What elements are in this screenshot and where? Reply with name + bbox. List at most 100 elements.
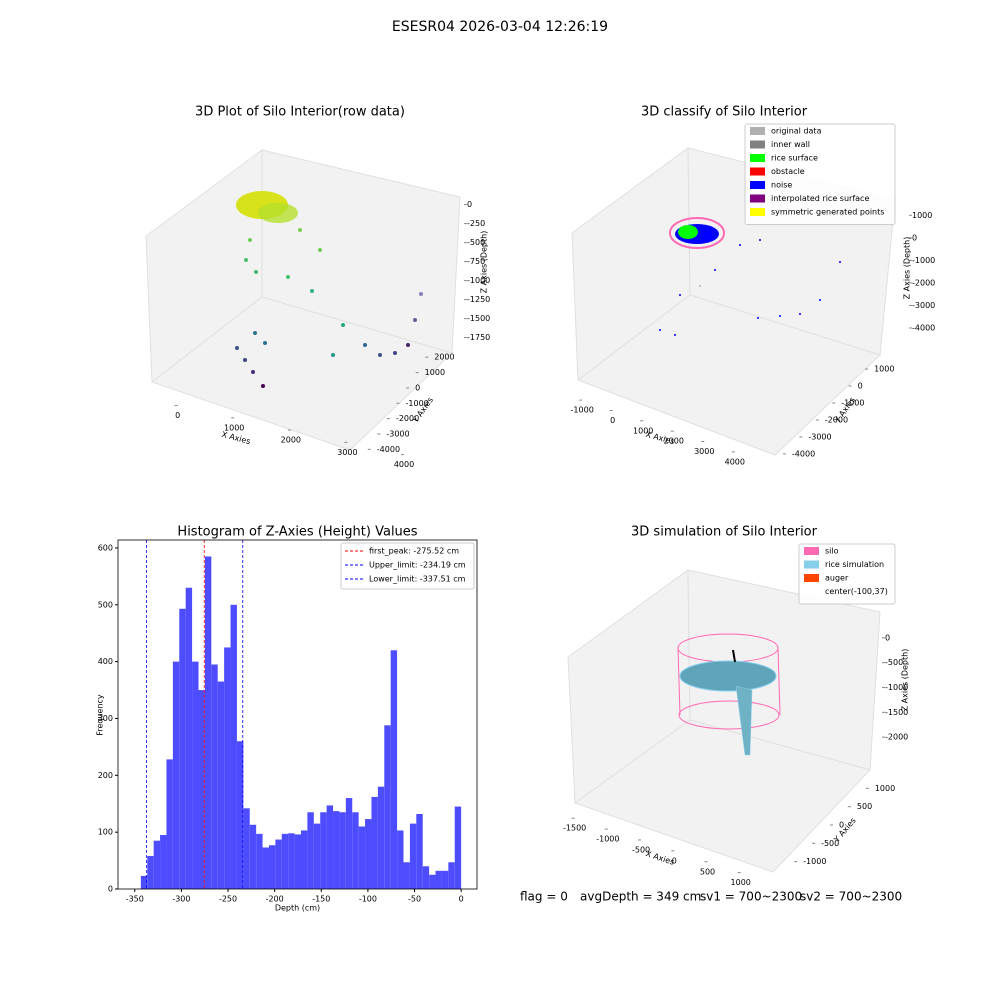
- y-tick-label: 0: [108, 885, 113, 894]
- z-tick-label: 1000: [912, 211, 932, 220]
- bar: [390, 650, 398, 889]
- bar: [204, 556, 212, 889]
- x-tick-label: 500: [700, 867, 715, 876]
- footer-sv2: sv2 = 700~2300: [800, 890, 902, 904]
- bar: [185, 587, 193, 889]
- x-tick-label: 4000: [394, 460, 414, 469]
- y-tick-label: 200: [98, 771, 113, 780]
- legend-box: [744, 123, 896, 225]
- z-tick-label: -1750: [467, 333, 490, 342]
- legend-swatch: [750, 181, 765, 189]
- bar: [403, 862, 410, 889]
- y-tick-label: -2000: [825, 415, 848, 424]
- bar: [448, 862, 455, 889]
- y-tick-label: -4000: [377, 445, 400, 454]
- legend-swatch: [804, 574, 819, 582]
- bar: [230, 604, 237, 889]
- y-tick-label: 0: [415, 383, 420, 392]
- z-tick-label: -750: [467, 257, 485, 266]
- bar: [198, 690, 205, 889]
- bar: [288, 833, 295, 889]
- z-tick-label: -1000: [467, 276, 490, 285]
- bar: [153, 840, 161, 889]
- bar: [352, 812, 359, 889]
- z-tick-label: -250: [467, 219, 485, 228]
- x-tick-label: 0: [672, 856, 677, 865]
- x-tick-label: 4000: [725, 457, 745, 466]
- bar: [236, 741, 244, 889]
- bar: [179, 608, 186, 889]
- z-tick-label: -4000: [912, 323, 935, 332]
- bar: [140, 875, 148, 889]
- bar: [313, 823, 321, 889]
- legend-label: rice simulation: [825, 560, 884, 569]
- bar: [160, 835, 167, 889]
- z-tick-label: 0: [467, 200, 472, 209]
- z-tick-label: -500: [885, 658, 903, 667]
- x-tick-label: -300: [172, 895, 190, 904]
- y-tick-label: -1000: [841, 399, 864, 408]
- legend-swatch: [750, 140, 765, 149]
- chart-title: 3D Plot of Silo Interior(row data): [195, 105, 405, 120]
- y-tick-label: 1000: [874, 365, 894, 374]
- bar: [249, 824, 257, 889]
- bar: [371, 796, 378, 889]
- y-tick-label: 400: [98, 657, 113, 666]
- bar: [409, 823, 417, 889]
- x-tick-label: 1000: [633, 426, 653, 435]
- legend-label: noise: [771, 181, 792, 190]
- y-tick-label: 500: [98, 600, 113, 609]
- panes-4: [567, 569, 881, 873]
- legend-label: rice surface: [771, 154, 818, 163]
- bar: [397, 830, 404, 889]
- x-tick-label: -1000: [571, 406, 594, 415]
- x-tick-label: 2000: [664, 437, 684, 446]
- x-tick-label: 1000: [731, 878, 751, 887]
- silo-surface: [677, 633, 781, 756]
- bar: [454, 806, 462, 889]
- y-tick-label: 500: [857, 802, 872, 811]
- bar: [217, 681, 225, 889]
- x-tick-label: -350: [126, 895, 144, 904]
- legend-swatch: [750, 167, 765, 176]
- z-tick-label: -1250: [467, 295, 490, 304]
- y-tick-label: -2000: [396, 414, 419, 423]
- z-axis-label: Z Axies (Depth): [903, 237, 912, 300]
- bar: [422, 866, 430, 889]
- z-tick-label: -2000: [885, 733, 908, 742]
- bar: [416, 813, 423, 889]
- x-tick-label: 3000: [337, 448, 357, 457]
- x-tick-label: -1000: [596, 835, 619, 844]
- y-tick-label: 600: [98, 543, 113, 552]
- bar: [224, 647, 231, 889]
- x-tick-label: -50: [408, 895, 421, 904]
- z-tick-label: -1500: [467, 314, 490, 323]
- z-tick-label: -500: [467, 238, 485, 247]
- legend-swatch: [750, 194, 765, 203]
- x-tick-label: -1500: [563, 824, 586, 833]
- figure-title: ESESR04 2026-03-04 12:26:19: [392, 19, 608, 35]
- plot-frame: [117, 539, 478, 890]
- bar: [192, 661, 199, 889]
- y-tick-label: -1000: [803, 857, 826, 866]
- x-tick-label: 1000: [224, 423, 244, 432]
- legend-label: first_peak: -275.52 cm: [369, 547, 459, 556]
- legend-label: obstacle: [771, 167, 805, 176]
- bar: [320, 812, 327, 889]
- bar: [300, 830, 308, 889]
- x-tick-label: 0: [610, 416, 615, 425]
- point-cloud-2: [659, 217, 841, 336]
- z-axis-label: Z Axies (Depth): [901, 649, 910, 712]
- y-tick-label: 100: [98, 828, 113, 837]
- footer-avg-depth: avgDepth = 349 cm: [580, 890, 701, 904]
- bar: [441, 870, 449, 889]
- chart-title: 3D classify of Silo Interior: [641, 105, 808, 120]
- legend-label: Lower_limit: -337.51 cm: [369, 575, 466, 584]
- x-tick-label: -100: [359, 895, 377, 904]
- y-tick-label: -1000: [406, 399, 429, 408]
- legend-label: symmetric generated points: [771, 208, 884, 217]
- x-tick-label: 3000: [694, 447, 714, 456]
- x-tick-label: -500: [632, 845, 650, 854]
- x-tick-label: 0: [459, 895, 464, 904]
